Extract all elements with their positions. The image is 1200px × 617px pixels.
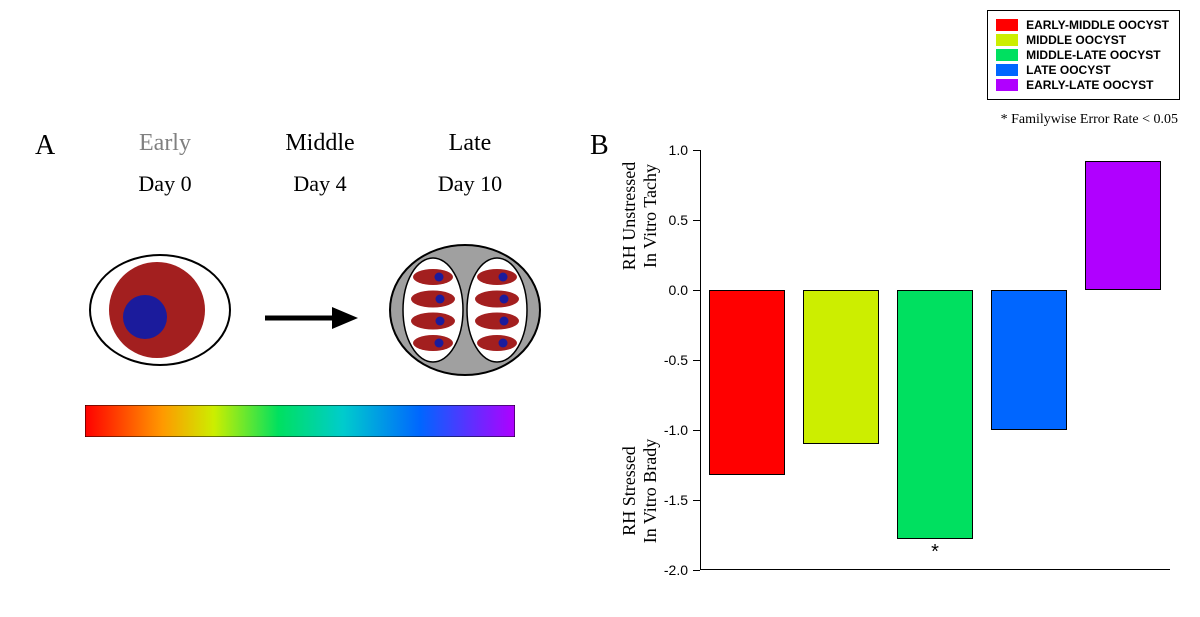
- spectrum-bar: [85, 405, 515, 437]
- bar: [803, 290, 878, 444]
- legend-swatch: [996, 19, 1018, 31]
- stage-early-day: Day 0: [95, 171, 235, 197]
- legend-footnote: * Familywise Error Rate < 0.05: [1001, 112, 1178, 128]
- legend-swatch: [996, 64, 1018, 76]
- panel-a-diagram: Early Day 0 Middle Day 4 Late Day 10: [85, 130, 565, 460]
- legend-label: LATE OOCYST: [1026, 63, 1110, 77]
- late-oocyst-icon: [385, 240, 545, 380]
- panel-b-chart: -2.0-1.5-1.0-0.50.00.51.0* RH Unstressed…: [625, 150, 1180, 595]
- panel-a-label: A: [35, 130, 55, 162]
- y-axis-title-top: RH Unstressed In Vitro Tachy: [619, 116, 661, 316]
- early-oocyst-icon: [85, 245, 235, 375]
- bar: [709, 290, 784, 475]
- legend-swatch: [996, 79, 1018, 91]
- y-axis-title-bottom: RH Stressed In Vitro Brady: [619, 391, 661, 591]
- stage-middle-day: Day 4: [250, 171, 390, 197]
- legend-label: EARLY-MIDDLE OOCYST: [1026, 18, 1169, 32]
- stage-early-name: Early: [95, 130, 235, 157]
- legend-swatch: [996, 34, 1018, 46]
- ytick-label: -0.5: [628, 352, 688, 368]
- legend-label: EARLY-LATE OOCYST: [1026, 78, 1153, 92]
- legend-label: MIDDLE OOCYST: [1026, 33, 1126, 47]
- legend-item: MIDDLE OOCYST: [996, 33, 1169, 47]
- legend-item: EARLY-LATE OOCYST: [996, 78, 1169, 92]
- significance-mark: *: [931, 541, 939, 564]
- bar: [991, 290, 1066, 430]
- stage-late-name: Late: [400, 130, 540, 157]
- legend-label: MIDDLE-LATE OOCYST: [1026, 48, 1160, 62]
- arrow-icon: [260, 303, 360, 333]
- legend-box: EARLY-MIDDLE OOCYSTMIDDLE OOCYSTMIDDLE-L…: [987, 10, 1180, 100]
- legend-swatch: [996, 49, 1018, 61]
- stage-late-day: Day 10: [400, 171, 540, 197]
- bar: [897, 290, 972, 539]
- legend-item: LATE OOCYST: [996, 63, 1169, 77]
- legend-item: MIDDLE-LATE OOCYST: [996, 48, 1169, 62]
- bar: [1085, 161, 1160, 290]
- stage-middle-name: Middle: [250, 130, 390, 157]
- panel-b-label: B: [590, 130, 609, 162]
- legend-item: EARLY-MIDDLE OOCYST: [996, 18, 1169, 32]
